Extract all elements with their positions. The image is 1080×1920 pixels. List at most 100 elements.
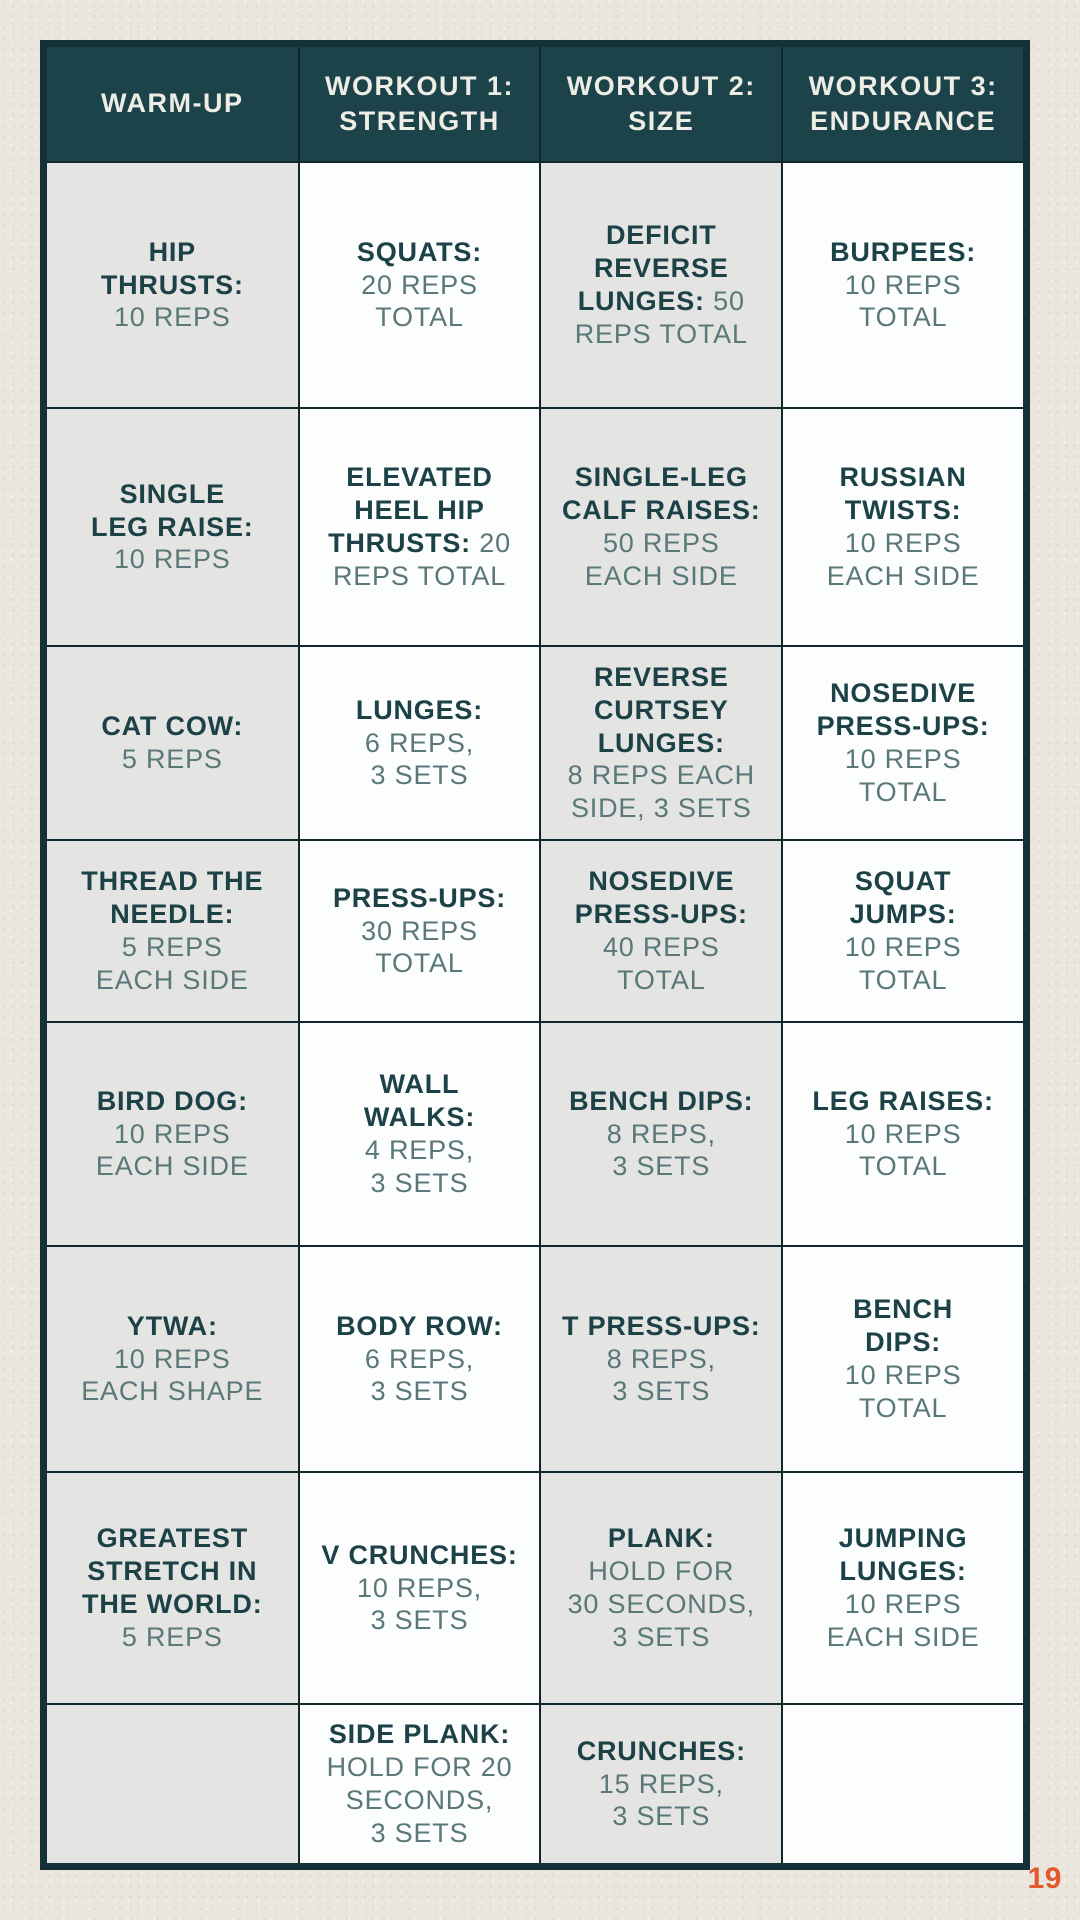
exercise-name: V CRUNCHES:: [321, 1539, 518, 1570]
exercise-text: LEG RAISES: 10 REPS TOTAL: [812, 1085, 993, 1184]
column-header-workout-1: WORKOUT 1: STRENGTH: [299, 47, 540, 161]
exercise-cell: BIRD DOG: 10 REPS EACH SIDE: [47, 1023, 298, 1245]
column-header-label: WORKOUT 3: ENDURANCE: [808, 70, 998, 136]
column-header-label: WORKOUT 2: SIZE: [566, 70, 756, 136]
exercise-name: HIP THRUSTS:: [100, 236, 244, 300]
exercise-detail: 20 REPS TOTAL: [332, 528, 511, 591]
exercise-detail: 8 REPS, 3 SETS: [606, 1118, 716, 1182]
exercise-name: BIRD DOG:: [96, 1085, 248, 1116]
column-header-workout-2: WORKOUT 2: SIZE: [541, 47, 782, 161]
exercise-detail: HOLD FOR 30 SECONDS, 3 SETS: [567, 1556, 755, 1652]
exercise-name: PLANK:: [607, 1523, 715, 1554]
exercise-cell: NOSEDIVE PRESS-UPS: 40 REPS TOTAL: [541, 841, 782, 1021]
exercise-text: SIDE PLANK: HOLD FOR 20 SECONDS, 3 SETS: [327, 1718, 513, 1850]
exercise-name: WALL WALKS:: [363, 1069, 476, 1133]
exercise-name: BURPEES:: [830, 236, 977, 267]
exercise-text: V CRUNCHES: 10 REPS, 3 SETS: [321, 1539, 517, 1638]
exercise-name: DEFICIT REVERSE LUNGES:: [577, 220, 729, 316]
page-number: 19: [1027, 1862, 1062, 1895]
exercise-text: SQUATS: 20 REPS TOTAL: [357, 236, 482, 335]
exercise-detail: 10 REPS TOTAL: [844, 932, 962, 995]
exercise-name: YTWA:: [126, 1310, 218, 1341]
column-header-workout-3: WORKOUT 3: ENDURANCE: [783, 47, 1023, 161]
column-header-label: WORKOUT 1: STRENGTH: [324, 70, 514, 136]
exercise-cell: LEG RAISES: 10 REPS TOTAL: [783, 1023, 1023, 1245]
exercise-name: CRUNCHES:: [576, 1735, 746, 1766]
exercise-detail: 15 REPS, 3 SETS: [598, 1768, 724, 1832]
exercise-text: T PRESS-UPS: 8 REPS, 3 SETS: [562, 1310, 761, 1409]
exercise-name: SINGLE-LEG CALF RAISES:: [561, 462, 761, 526]
exercise-cell: SINGLE LEG RAISE: 10 REPS: [47, 409, 298, 645]
exercise-detail: 10 REPS: [113, 544, 231, 575]
exercise-text: HIP THRUSTS: 10 REPS: [101, 236, 244, 335]
exercise-text: BIRD DOG: 10 REPS EACH SIDE: [96, 1085, 249, 1184]
exercise-cell: REVERSE CURTSEY LUNGES: 8 REPS EACH SIDE…: [541, 647, 782, 839]
exercise-name: SQUAT JUMPS:: [849, 866, 957, 930]
exercise-name: NOSEDIVE PRESS-UPS:: [574, 866, 748, 930]
exercise-text: SINGLE-LEG CALF RAISES: 50 REPS EACH SID…: [562, 461, 761, 593]
exercise-cell: BENCH DIPS: 10 REPS TOTAL: [783, 1247, 1023, 1471]
exercise-detail: 10 REPS: [113, 302, 231, 333]
exercise-text: LUNGES: 6 REPS, 3 SETS: [356, 694, 483, 793]
exercise-text: JUMPING LUNGES: 10 REPS EACH SIDE: [827, 1522, 980, 1654]
exercise-name: LEG RAISES:: [812, 1085, 994, 1116]
exercise-text: CRUNCHES: 15 REPS, 3 SETS: [577, 1735, 746, 1834]
exercise-detail: 5 REPS: [121, 744, 223, 774]
exercise-text: RUSSIAN TWISTS: 10 REPS EACH SIDE: [827, 461, 980, 593]
exercise-text: BODY ROW: 6 REPS, 3 SETS: [336, 1310, 503, 1409]
exercise-cell: SQUAT JUMPS: 10 REPS TOTAL: [783, 841, 1023, 1021]
workout-table: WARM-UP WORKOUT 1: STRENGTH WORKOUT 2: SIZ…: [40, 40, 1030, 1870]
exercise-cell: PLANK: HOLD FOR 30 SECONDS, 3 SETS: [541, 1473, 782, 1703]
exercise-text: NOSEDIVE PRESS-UPS: 40 REPS TOTAL: [575, 865, 748, 997]
exercise-name: BENCH DIPS:: [853, 1294, 954, 1358]
exercise-cell: ELEVATED HEEL HIP THRUSTS: 20 REPS TOTAL: [299, 409, 540, 645]
exercise-cell: T PRESS-UPS: 8 REPS, 3 SETS: [541, 1247, 782, 1471]
exercise-cell: V CRUNCHES: 10 REPS, 3 SETS: [299, 1473, 540, 1703]
exercise-text: CAT COW: 5 REPS: [101, 710, 243, 776]
exercise-detail: 6 REPS, 3 SETS: [364, 1343, 475, 1407]
exercise-detail: 10 REPS EACH SHAPE: [81, 1343, 264, 1407]
exercise-name: GREATEST STRETCH IN THE WORLD:: [82, 1523, 263, 1619]
exercise-name: THREAD THE NEEDLE:: [81, 866, 264, 930]
exercise-name: SQUATS:: [356, 236, 483, 267]
exercise-detail: 10 REPS TOTAL: [844, 1118, 962, 1182]
exercise-text: REVERSE CURTSEY LUNGES: 8 REPS EACH SIDE…: [568, 661, 755, 826]
exercise-text: WALL WALKS: 4 REPS, 3 SETS: [364, 1068, 475, 1200]
exercise-cell: BENCH DIPS: 8 REPS, 3 SETS: [541, 1023, 782, 1245]
exercise-detail: 10 REPS EACH SIDE: [826, 528, 980, 591]
exercise-detail: 20 REPS TOTAL: [361, 269, 478, 333]
exercise-detail: 10 REPS EACH SIDE: [826, 1589, 980, 1652]
exercise-cell: THREAD THE NEEDLE: 5 REPS EACH SIDE: [47, 841, 298, 1021]
exercise-detail: 5 REPS EACH SIDE: [95, 932, 249, 995]
exercise-cell: HIP THRUSTS: 10 REPS: [47, 163, 298, 407]
exercise-detail: 4 REPS, 3 SETS: [364, 1135, 475, 1198]
empty-cell: [47, 1705, 298, 1863]
empty-cell: [783, 1705, 1023, 1863]
exercise-name: BENCH DIPS:: [569, 1085, 754, 1116]
exercise-text: SQUAT JUMPS: 10 REPS TOTAL: [845, 865, 962, 997]
exercise-name: ELEVATED HEEL HIP THRUSTS:: [328, 462, 493, 558]
exercise-cell: SIDE PLANK: HOLD FOR 20 SECONDS, 3 SETS: [299, 1705, 540, 1863]
exercise-text: BENCH DIPS: 10 REPS TOTAL: [845, 1293, 962, 1425]
exercise-detail: 5 REPS: [121, 1621, 223, 1652]
exercise-name: LUNGES:: [355, 694, 484, 725]
exercise-cell: RUSSIAN TWISTS: 10 REPS EACH SIDE: [783, 409, 1023, 645]
exercise-detail: 50 REPS TOTAL: [574, 286, 748, 349]
exercise-name: RUSSIAN TWISTS:: [839, 462, 967, 526]
exercise-name: REVERSE CURTSEY LUNGES:: [593, 661, 729, 758]
column-header-warm-up: WARM-UP: [47, 47, 298, 161]
exercise-detail: 8 REPS, 3 SETS: [606, 1343, 716, 1407]
exercise-name: JUMPING LUNGES:: [838, 1523, 968, 1587]
exercise-text: DEFICIT REVERSE LUNGES: 50 REPS TOTAL: [575, 219, 748, 351]
exercise-text: NOSEDIVE PRESS-UPS: 10 REPS TOTAL: [817, 677, 990, 809]
exercise-cell: LUNGES: 6 REPS, 3 SETS: [299, 647, 540, 839]
exercise-detail: 10 REPS TOTAL: [844, 1360, 962, 1423]
exercise-detail: 10 REPS TOTAL: [844, 269, 962, 333]
exercise-cell: CRUNCHES: 15 REPS, 3 SETS: [541, 1705, 782, 1863]
exercise-text: ELEVATED HEEL HIP THRUSTS: 20 REPS TOTAL: [328, 461, 511, 593]
exercise-text: PRESS-UPS: 30 REPS TOTAL: [333, 882, 506, 981]
exercise-cell: NOSEDIVE PRESS-UPS: 10 REPS TOTAL: [783, 647, 1023, 839]
exercise-name: BODY ROW:: [336, 1310, 503, 1341]
exercise-detail: 30 REPS TOTAL: [361, 915, 478, 979]
